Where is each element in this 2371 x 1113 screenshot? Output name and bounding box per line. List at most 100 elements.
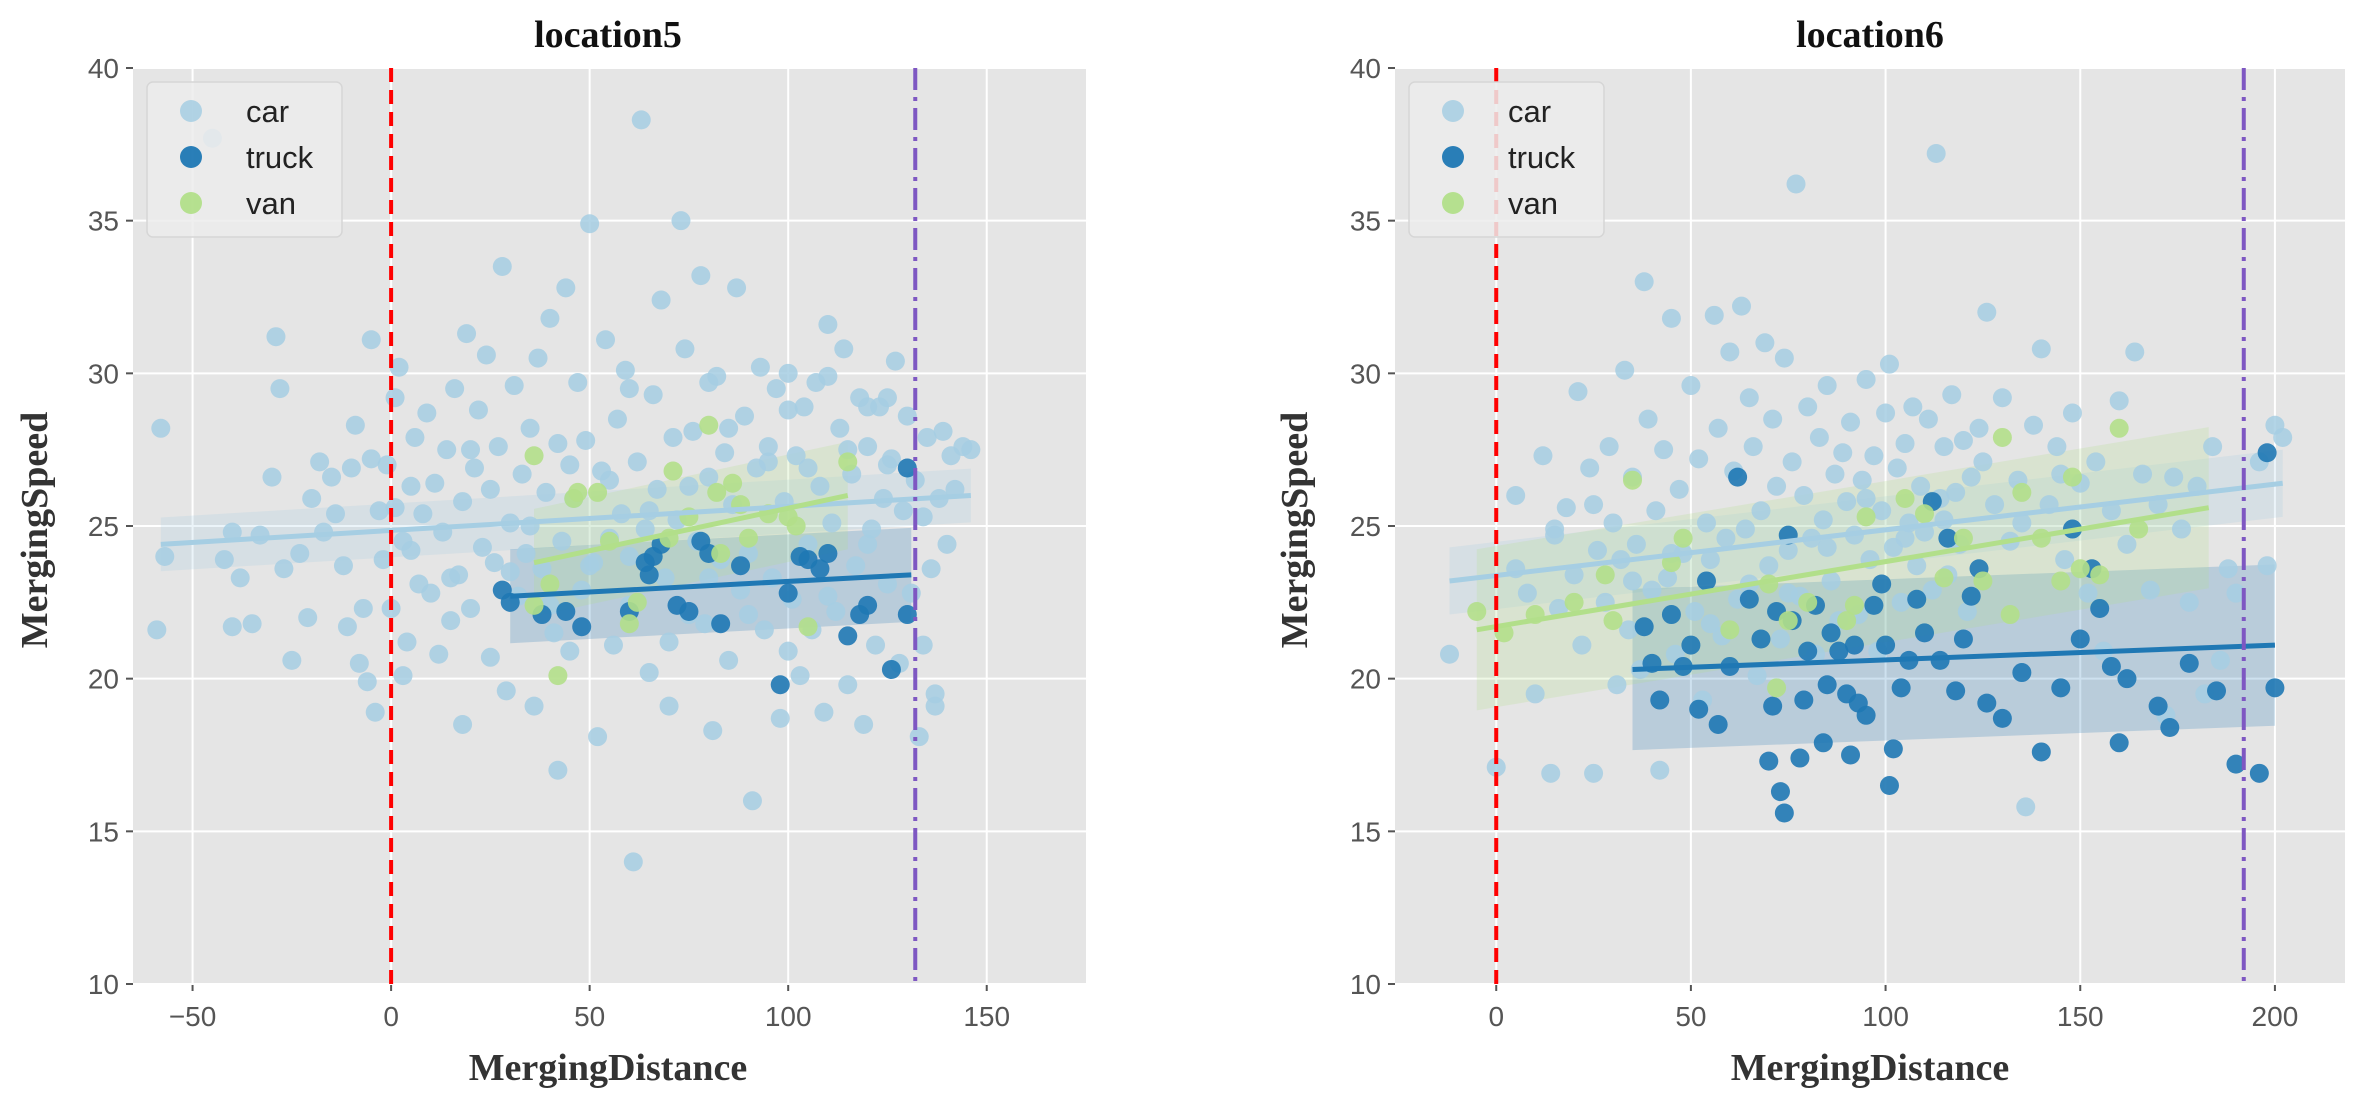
legend-marker-van — [180, 192, 202, 214]
point-van — [2129, 519, 2149, 539]
point-car — [1603, 513, 1623, 533]
point-car — [810, 476, 830, 496]
point-car — [619, 547, 639, 567]
point-car — [282, 650, 302, 670]
point-car — [877, 574, 897, 594]
point-car — [862, 519, 882, 539]
point-car — [453, 714, 473, 734]
point-car — [913, 635, 933, 655]
point-car — [1903, 397, 1923, 417]
legend-label-truck: truck — [246, 140, 314, 175]
point-car — [758, 437, 778, 457]
point-car — [302, 489, 322, 509]
point-car — [1864, 446, 1884, 466]
point-car — [1856, 489, 1876, 509]
point-car — [778, 363, 798, 383]
point-car — [492, 256, 512, 276]
point-car — [524, 696, 544, 716]
plot-area: −50 0 50 100 150 10 15 20 25 30 35 40 car truck van — [88, 53, 1086, 1032]
point-car — [155, 547, 175, 567]
point-truck — [1879, 776, 1899, 796]
point-car — [1817, 537, 1837, 557]
point-truck — [2090, 598, 2110, 618]
point-truck — [1696, 571, 1716, 591]
point-car — [1681, 376, 1701, 396]
point-car — [441, 568, 461, 588]
point-car — [1716, 528, 1736, 548]
point-car — [663, 427, 683, 447]
point-van — [1623, 470, 1642, 490]
point-truck — [2117, 669, 2137, 689]
point-car — [1778, 540, 1798, 560]
point-car — [1646, 501, 1666, 521]
point-truck — [1751, 629, 1771, 649]
point-car — [1572, 635, 1592, 655]
point-car — [369, 501, 389, 521]
point-truck — [2070, 629, 2090, 649]
point-car — [1856, 369, 1876, 389]
point-truck — [639, 565, 659, 585]
legend: car truck van — [146, 81, 343, 238]
point-van — [1973, 571, 1993, 591]
point-truck — [2101, 656, 2121, 676]
legend-marker-car — [1442, 100, 1464, 122]
regression-line-van — [1476, 505, 2210, 633]
point-car — [1696, 513, 1716, 533]
point-car — [695, 614, 715, 634]
point-truck — [1841, 745, 1861, 765]
point-truck — [1992, 708, 2012, 728]
legend-label-car: car — [246, 94, 289, 129]
data-layer — [1440, 68, 2293, 984]
x-tick-label: 0 — [1488, 1001, 1504, 1032]
x-tick-label: 200 — [2252, 1001, 2299, 1032]
point-car — [504, 376, 524, 396]
point-car — [1623, 571, 1642, 591]
chart-title: location5 — [534, 14, 682, 56]
point-truck — [572, 617, 592, 637]
point-van — [1915, 504, 1935, 524]
point-car — [2086, 452, 2106, 472]
y-tick-label: 10 — [88, 969, 119, 1000]
y-tick-label: 30 — [88, 358, 119, 389]
point-van — [2070, 559, 2090, 579]
regression-line-truck — [510, 572, 912, 599]
point-car — [826, 601, 846, 621]
point-car — [345, 415, 365, 435]
point-car — [719, 650, 739, 670]
point-car — [500, 562, 520, 582]
point-car — [1704, 305, 1724, 325]
legend-label-van: van — [1508, 186, 1558, 221]
point-car — [2257, 556, 2277, 576]
legend-label-car: car — [1508, 94, 1551, 129]
point-van — [2090, 565, 2110, 585]
point-car — [754, 620, 774, 640]
point-truck — [1961, 586, 1981, 606]
point-car — [1798, 397, 1818, 417]
point-truck — [1915, 623, 1935, 643]
point-car — [520, 418, 540, 438]
point-car — [854, 714, 874, 734]
point-van — [1895, 489, 1915, 509]
point-car — [2226, 583, 2246, 603]
point-van — [838, 452, 858, 472]
point-car — [548, 760, 568, 780]
point-car — [353, 598, 373, 618]
point-car — [2109, 391, 2129, 411]
point-car — [1619, 620, 1639, 640]
point-car — [2016, 797, 2036, 817]
point-car — [322, 467, 342, 487]
point-car — [1708, 418, 1728, 438]
point-car — [1969, 418, 1989, 438]
point-car — [1872, 501, 1892, 521]
plot-area: 0 50 100 150 200 10 15 20 25 30 35 40 car truck van — [1350, 53, 2345, 1032]
point-truck — [2148, 696, 2168, 716]
y-tick-label: 25 — [88, 511, 119, 542]
point-car — [1751, 501, 1771, 521]
point-car — [437, 440, 457, 460]
point-car — [373, 550, 393, 570]
point-car — [421, 583, 441, 603]
point-car — [727, 278, 747, 298]
point-car — [2273, 427, 2293, 447]
point-car — [2125, 342, 2145, 362]
